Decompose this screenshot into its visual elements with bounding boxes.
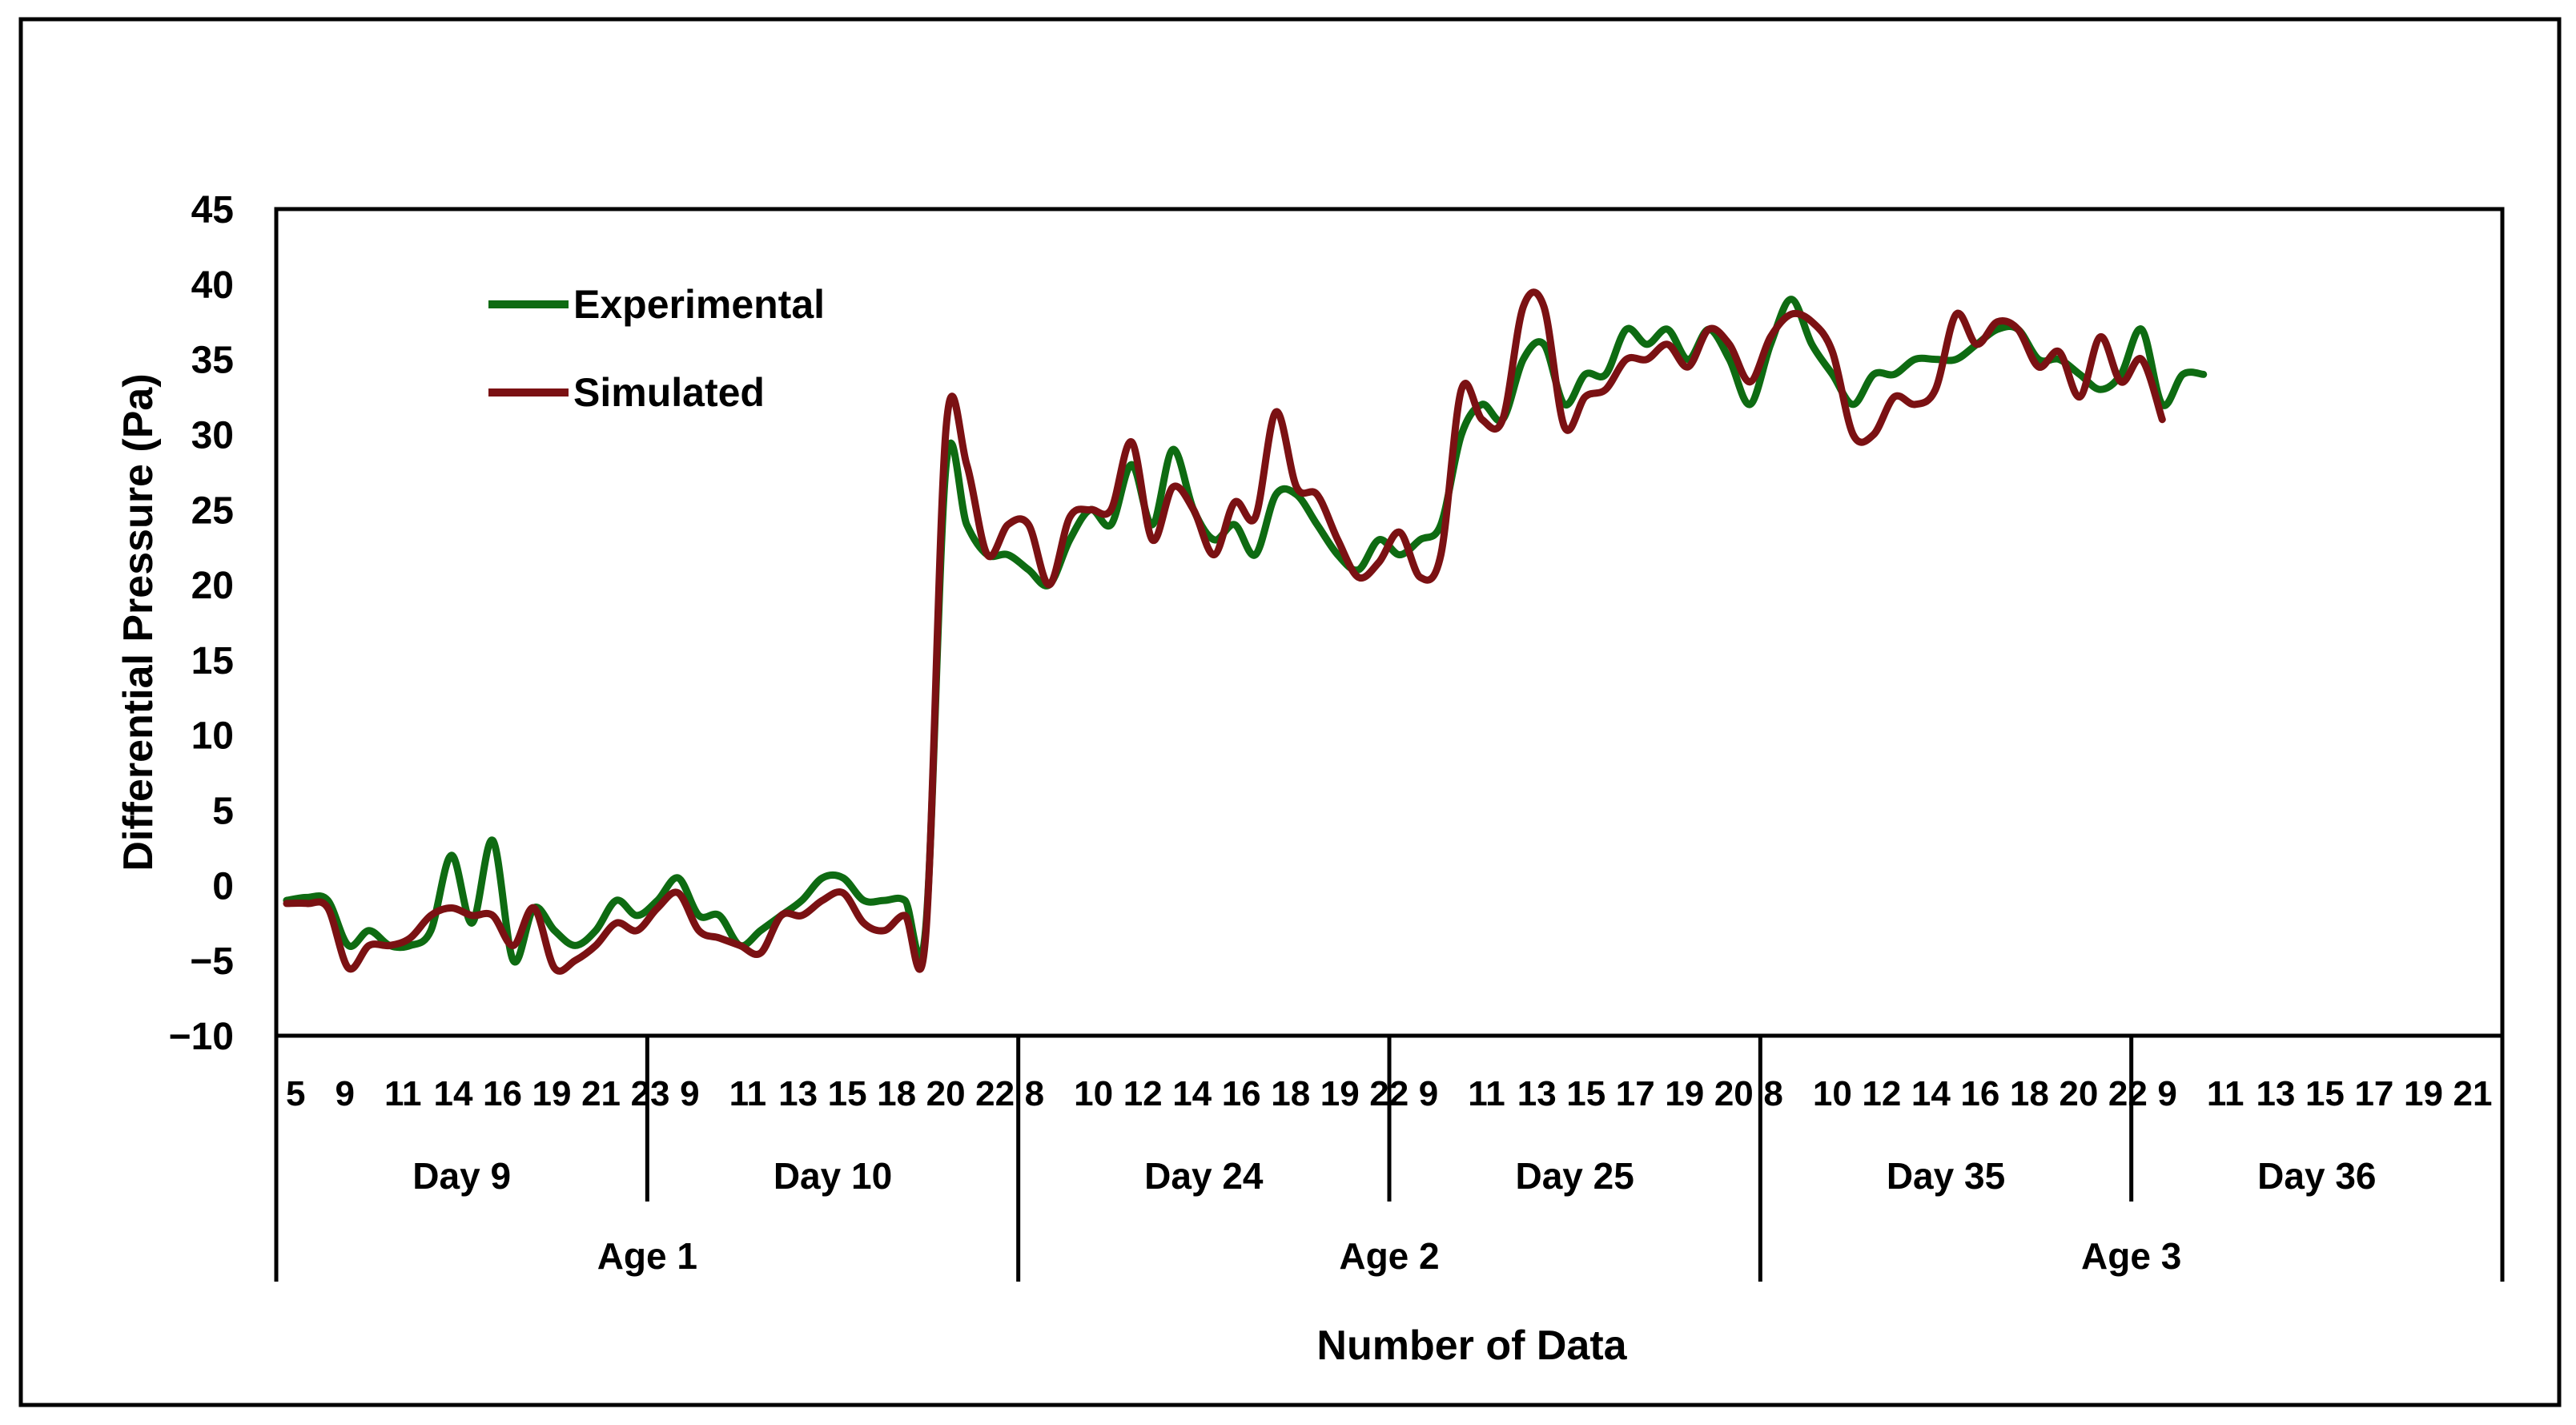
- x-tick-label: 18: [2010, 1074, 2049, 1113]
- x-tick-label: 9: [2157, 1074, 2176, 1113]
- x-tick-label: 14: [434, 1074, 473, 1113]
- age-label: Age 1: [597, 1235, 697, 1277]
- x-tick-label: 13: [1517, 1074, 1557, 1113]
- x-tick-label: 21: [2453, 1074, 2492, 1113]
- outer-border: [18, 17, 2562, 1407]
- y-tick-label: −5: [190, 940, 234, 983]
- x-tick-label: 16: [1960, 1074, 1999, 1113]
- x-tick-label: 20: [926, 1074, 966, 1113]
- x-tick-label: 11: [2207, 1074, 2244, 1113]
- y-axis-ticks: 45 40 35 30 25 20 15 10 5 0 −5 −10: [169, 189, 234, 1058]
- x-tick-label: 5: [286, 1074, 305, 1113]
- age-label: Age 2: [1339, 1235, 1439, 1277]
- x-tick-label: 14: [1911, 1074, 1951, 1113]
- x-tick-label: 23: [631, 1074, 670, 1113]
- y-tick-label: 0: [212, 865, 234, 908]
- x-tick-label: 18: [877, 1074, 916, 1113]
- y-tick-label: 10: [191, 715, 234, 758]
- y-tick-label: 35: [191, 340, 234, 382]
- y-tick-label: 25: [191, 489, 234, 532]
- y-tick-label: −10: [169, 1016, 234, 1058]
- x-tick-label: 21: [581, 1074, 621, 1113]
- legend-label-experimental: Experimental: [573, 282, 825, 327]
- x-tick-label: 17: [1616, 1074, 1655, 1113]
- x-tick-label: 13: [2256, 1074, 2295, 1113]
- series-line-simulated: [283, 288, 2166, 975]
- x-tick-label: 9: [336, 1074, 355, 1113]
- x-tick-label: 15: [828, 1074, 867, 1113]
- x-tick-label: 9: [1419, 1074, 1438, 1113]
- y-tick-label: 30: [191, 414, 234, 457]
- x-tick-label: 16: [1222, 1074, 1261, 1113]
- x-tick-label: 20: [2059, 1074, 2098, 1113]
- x-tick-label: 15: [1566, 1074, 1605, 1113]
- x-tick-label: 14: [1172, 1074, 1212, 1113]
- day-label: Day 24: [1144, 1155, 1264, 1197]
- y-tick-label: 45: [191, 189, 234, 231]
- y-axis-title: Differential Pressure (Pa): [115, 373, 162, 871]
- x-tick-label: 11: [1468, 1074, 1505, 1113]
- x-tick-label: 19: [532, 1074, 572, 1113]
- day-label: Day 9: [412, 1155, 511, 1197]
- x-tick-label: 15: [2305, 1074, 2345, 1113]
- x-tick-label: 12: [1123, 1074, 1163, 1113]
- x-tick-label: 8: [1025, 1074, 1044, 1113]
- x-tick-label: 11: [384, 1074, 422, 1113]
- legend: Experimental Simulated: [488, 282, 825, 415]
- x-tick-label: 10: [1813, 1074, 1852, 1113]
- age-labels: Age 1 Age 2 Age 3: [597, 1235, 2182, 1277]
- x-tick-label: 9: [680, 1074, 699, 1113]
- x-tick-label: 19: [2404, 1074, 2443, 1113]
- age-label: Age 3: [2081, 1235, 2181, 1277]
- x-tick-label: 13: [778, 1074, 818, 1113]
- x-tick-label: 10: [1074, 1074, 1113, 1113]
- y-tick-label: 5: [212, 791, 234, 833]
- x-axis-title: Number of Data: [1316, 1322, 1627, 1369]
- x-tick-label: 19: [1320, 1074, 1360, 1113]
- series-layer: [283, 288, 2208, 975]
- day-label: Day 10: [774, 1155, 892, 1197]
- y-tick-label: 20: [191, 565, 234, 607]
- x-tick-label: 11: [729, 1074, 767, 1113]
- x-tick-label: 8: [1763, 1074, 1782, 1113]
- day-label: Day 25: [1515, 1155, 1634, 1197]
- x-tick-label: 16: [483, 1074, 522, 1113]
- x-axis-category-ticks: 5 9 11 14 16 19 21 23 9 11 13 15 18 20 22 8 10 12 14 16 18 19…: [286, 1074, 2492, 1113]
- x-tick-label: 12: [1862, 1074, 1901, 1113]
- x-tick-label: 22: [975, 1074, 1015, 1113]
- category-group-dividers: [274, 1036, 2505, 1282]
- x-tick-label: 20: [1714, 1074, 1754, 1113]
- day-label: Day 35: [1887, 1155, 2005, 1197]
- x-tick-label: 17: [2354, 1074, 2393, 1113]
- day-labels: Day 9 Day 10 Day 24 Day 25 Day 35 Day 36: [412, 1155, 2376, 1197]
- x-tick-label: 19: [1665, 1074, 1704, 1113]
- x-tick-label: 18: [1271, 1074, 1310, 1113]
- x-tick-label: 22: [2108, 1074, 2148, 1113]
- y-tick-label: 15: [191, 640, 234, 682]
- legend-label-simulated: Simulated: [573, 370, 765, 415]
- y-tick-label: 40: [191, 264, 234, 307]
- day-label: Day 36: [2257, 1155, 2376, 1197]
